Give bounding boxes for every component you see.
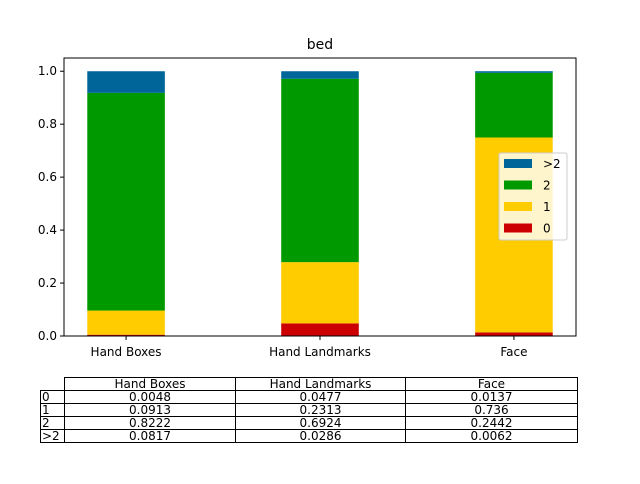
bar-segment: [87, 92, 165, 311]
table-cell: 0.6924: [235, 416, 406, 430]
table-cell: 0.8222: [64, 416, 236, 430]
bar-segment: [475, 71, 553, 73]
table-cell: 0.0817: [64, 429, 236, 443]
bar-segment: [281, 78, 359, 263]
legend-box: [498, 152, 568, 241]
y-tick-label: 0.6: [38, 170, 57, 184]
table-header-row: Hand Boxes Hand Landmarks Face: [40, 377, 578, 391]
table-cell: 0.0062: [405, 429, 578, 443]
data-table: Hand Boxes Hand Landmarks Face 0 0.0048 …: [40, 377, 578, 443]
legend: >2 2 1 0: [498, 152, 568, 241]
legend-swatch: [504, 180, 532, 190]
table-cell: 0.736: [405, 403, 578, 417]
x-tick-label: Face: [500, 345, 527, 359]
x-axis: Hand Boxes Hand Landmarks Face: [91, 336, 528, 359]
table-row-label: 1: [40, 403, 65, 417]
table-cell: 0.2313: [235, 403, 406, 417]
y-tick-label: 1.0: [38, 64, 57, 78]
table-column-header: Hand Landmarks: [235, 377, 406, 391]
table-corner-cell: [40, 377, 65, 391]
table-row-label: >2: [40, 429, 65, 443]
y-tick-label: 0.8: [38, 117, 57, 131]
y-axis: 0.0 0.2 0.4 0.6 0.8 1.0: [38, 64, 64, 343]
legend-label: 2: [543, 179, 551, 193]
legend-swatch: [504, 223, 532, 233]
x-tick-label: Hand Boxes: [91, 345, 162, 359]
table-cell: 0.0286: [235, 429, 406, 443]
bar-segment: [475, 332, 553, 336]
table-row-label: 0: [40, 390, 65, 404]
table-row: 2 0.8222 0.6924 0.2442: [40, 416, 578, 430]
legend-swatch: [504, 159, 532, 168]
bar-segment: [475, 72, 553, 138]
bar-segment: [281, 262, 359, 324]
bars-layer: [87, 71, 553, 336]
chart-title: bed: [307, 37, 333, 53]
table-cell: 0.0137: [405, 390, 578, 404]
bar-segment: [87, 71, 165, 93]
legend-swatch: [504, 202, 532, 211]
table-row: 1 0.0913 0.2313 0.736: [40, 403, 578, 417]
table-column-header: Face: [405, 377, 578, 391]
bar-segment: [281, 323, 359, 336]
table-row-label: 2: [40, 416, 65, 430]
table-cell: 0.2442: [405, 416, 578, 430]
legend-label: 0: [543, 222, 551, 236]
y-tick-label: 0.0: [38, 329, 57, 343]
table-cell: 0.0048: [64, 390, 236, 404]
y-tick-label: 0.2: [38, 276, 57, 290]
bar-segment: [87, 334, 165, 336]
table-cell: 0.0913: [64, 403, 236, 417]
data-table-body: Hand Boxes Hand Landmarks Face 0 0.0048 …: [40, 377, 578, 443]
legend-label: 1: [543, 200, 551, 214]
table-column-header: Hand Boxes: [64, 377, 236, 391]
table-row: >2 0.0817 0.0286 0.0062: [40, 429, 578, 443]
y-tick-label: 0.4: [38, 223, 57, 237]
bar-segment: [87, 310, 165, 335]
x-tick-label: Hand Landmarks: [269, 345, 371, 359]
table-row: 0 0.0048 0.0477 0.0137: [40, 390, 578, 404]
table-cell: 0.0477: [235, 390, 406, 404]
bar-segment: [281, 71, 359, 79]
legend-label: >2: [543, 157, 561, 171]
